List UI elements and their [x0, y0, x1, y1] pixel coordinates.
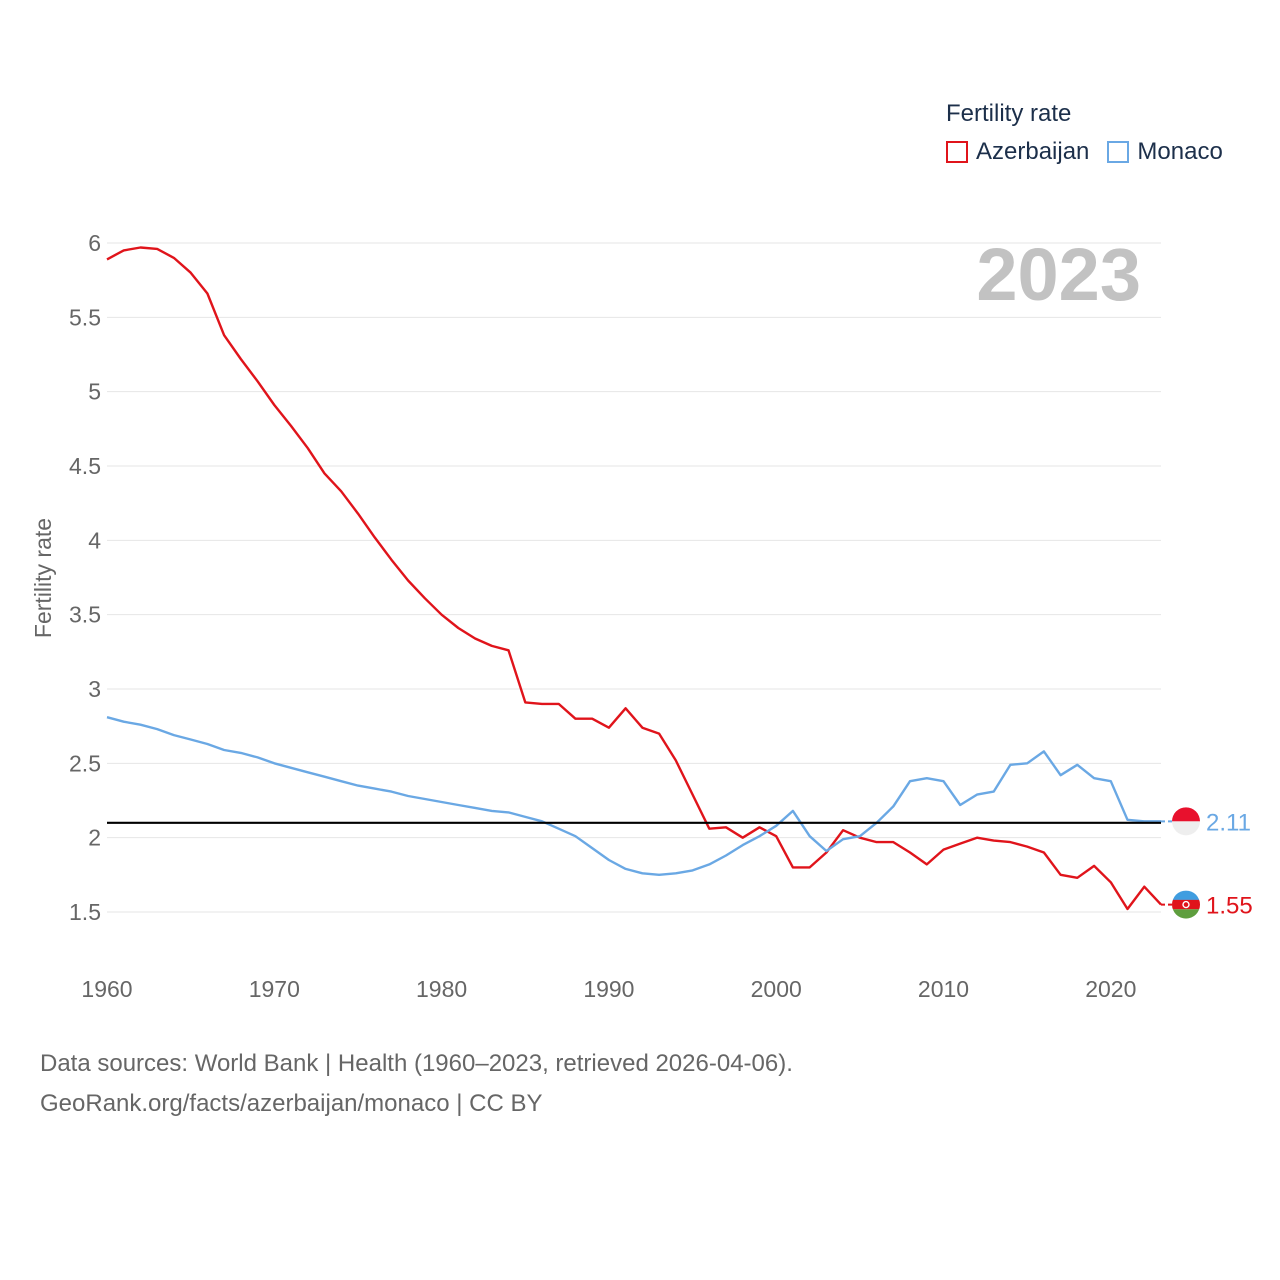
y-tick-label: 2.5 [69, 750, 101, 776]
legend-label-monaco: Monaco [1137, 138, 1223, 165]
y-tick-label: 3.5 [69, 602, 101, 628]
y-tick-label: 2 [88, 825, 101, 851]
y-tick-label: 5 [88, 379, 101, 405]
flag-azerbaijan-crescent [1182, 900, 1190, 909]
flag-azerbaijan-stripe [1172, 909, 1200, 919]
flag-monaco-bottom [1172, 821, 1200, 836]
legend-item-monaco[interactable]: Monaco [1107, 138, 1223, 166]
x-tick-label: 1960 [81, 976, 132, 1002]
x-tick-label: 2010 [918, 976, 969, 1002]
legend: Fertility rate Azerbaijan Monaco [946, 100, 1241, 166]
legend-swatch-monaco [1107, 141, 1130, 163]
flag-azerbaijan [1172, 890, 1200, 919]
footer: Data sources: World Bank | Health (1960–… [40, 1044, 793, 1124]
y-axis-label: Fertility rate [30, 518, 56, 638]
y-tick-label: 1.5 [69, 899, 101, 925]
year-label: 2023 [976, 233, 1141, 316]
x-tick-label: 1970 [249, 976, 300, 1002]
y-tick-label: 4 [88, 527, 101, 553]
legend-label-azerbaijan: Azerbaijan [976, 138, 1090, 165]
x-tick-label: 1980 [416, 976, 467, 1002]
series-end-label-azerbaijan: 1.55 [1206, 893, 1253, 920]
y-tick-label: 3 [88, 676, 101, 702]
y-tick-label: 5.5 [69, 304, 101, 330]
x-tick-label: 1990 [583, 976, 634, 1002]
footer-link[interactable]: GeoRank.org/facts/azerbaijan/monaco | CC… [40, 1090, 543, 1117]
footer-sources: Data sources: World Bank | Health (1960–… [40, 1050, 793, 1077]
y-tick-label: 6 [88, 230, 101, 256]
flag-monaco-top [1172, 807, 1200, 822]
x-tick-label: 2020 [1085, 976, 1136, 1002]
series-end-label-monaco: 2.11 [1206, 809, 1251, 836]
flag-azerbaijan-stripe [1172, 890, 1200, 900]
flag-azerbaijan-stripe [1172, 899, 1200, 910]
legend-title: Fertility rate [946, 100, 1072, 127]
y-tick-label: 4.5 [69, 453, 101, 479]
legend-swatch-azerbaijan [946, 141, 968, 163]
series-line-monaco [106, 716, 1161, 876]
legend-item-azerbaijan[interactable]: Azerbaijan [946, 138, 1089, 166]
x-tick-label: 2000 [751, 976, 802, 1002]
series-line-azerbaijan [106, 246, 1162, 911]
